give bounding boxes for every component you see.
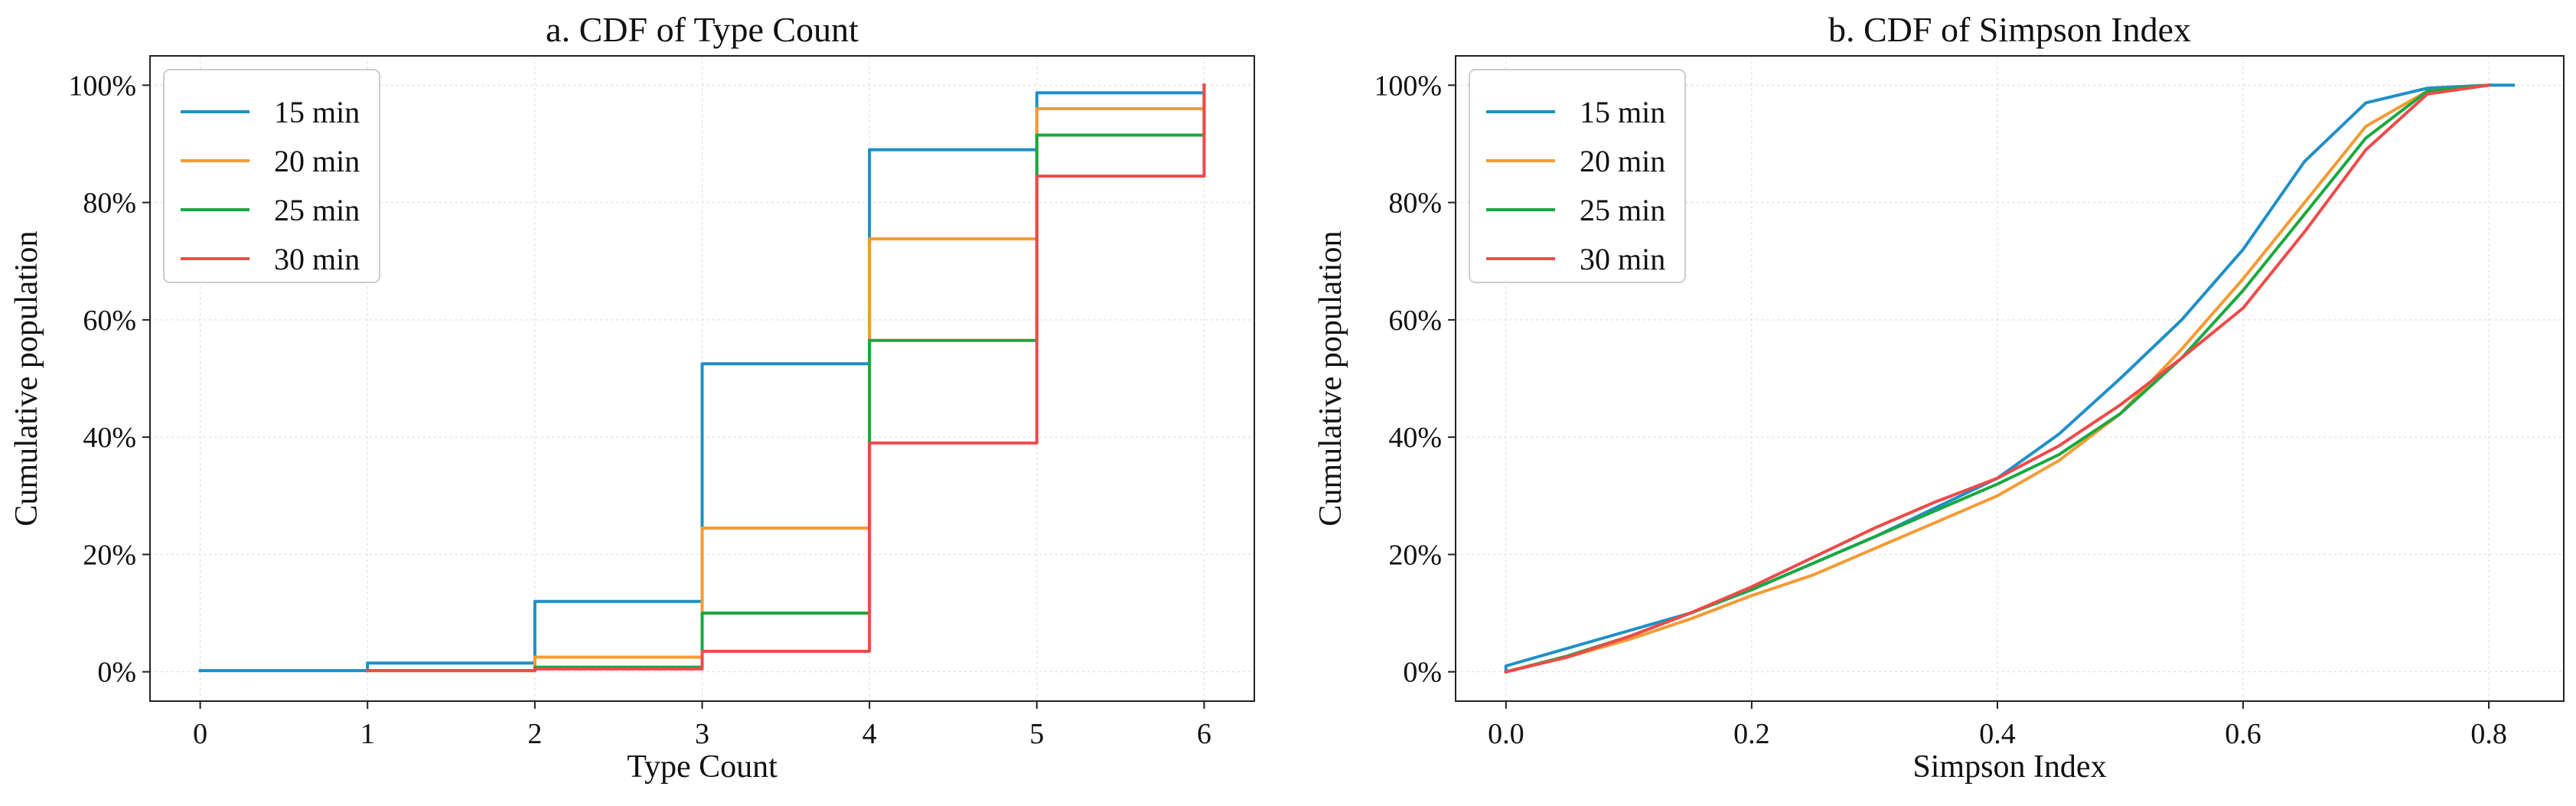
series-group [198,83,1206,673]
x-tick-label: 2 [527,718,542,750]
series-line-30-min [366,83,1206,673]
x-axis-label: Simpson Index [1912,749,2106,785]
y-tick-label: 60% [83,305,136,337]
legend-label-25-min: 25 min [1580,193,1665,227]
legend-label-15-min: 15 min [1580,95,1665,129]
legend-label-20-min: 20 min [1580,144,1665,178]
y-tick-label: 60% [1388,305,1442,337]
chart-title: a. CDF of Type Count [546,10,859,49]
y-axis: 0% 20% 40% 60% 80% 100% [1374,70,1456,689]
series-line-20-min [366,83,1206,673]
x-tick-label: 5 [1029,718,1044,750]
legend-label-15-min: 15 min [274,95,360,129]
legend-box [163,69,380,283]
x-tick-label: 3 [695,718,709,750]
x-tick-label: 0.4 [1979,718,2016,750]
plot-frame [1455,55,2565,702]
x-tick-label: 6 [1197,718,1211,750]
chart-title: b. CDF of Simpson Index [1828,10,2191,49]
series-line-20-min [1504,83,2491,674]
y-tick-label: 0% [1403,657,1442,689]
x-tick-label: 4 [862,718,877,750]
y-tick-label: 80% [1388,188,1442,220]
y-tick-label: 80% [83,188,136,220]
series-line-15-min [198,83,1206,673]
y-tick-label: 0% [97,657,136,689]
legend-box [1469,69,1686,283]
y-axis: 0% 20% 40% 60% 80% 100% [68,70,150,689]
legend: 15 min 20 min 25 min 30 min [1469,69,1686,283]
legend-label-20-min: 20 min [274,144,360,178]
legend-label-30-min: 30 min [274,242,360,276]
grid [1456,56,2564,701]
y-tick-label: 20% [1388,539,1442,571]
y-axis-label: Cumulative population [9,230,44,526]
y-tick-label: 40% [1388,422,1442,454]
series-line-25-min [366,83,1206,673]
x-tick-label: 0.8 [2470,718,2507,750]
panel-type-count: 0 1 2 3 4 5 60%20%40%60%80%100%a. CDF of Type … [9,10,1255,785]
x-axis: 0 1 2 3 4 5 6 [193,701,1211,750]
series-line-30-min [1504,83,2491,674]
x-tick-label: 0 [193,718,207,750]
legend-label-25-min: 25 min [274,193,360,227]
y-tick-label: 20% [83,539,136,571]
y-tick-label: 40% [83,422,136,454]
x-tick-label: 0.6 [2225,718,2261,750]
panel-simpson-index: 0.0 0.2 0.4 0.6 0.8 0% 20% 40% 60% 80% 100% b. CDF … [1313,10,2565,785]
y-axis-label: Cumulative population [1313,230,1348,526]
x-axis: 0.0 0.2 0.4 0.6 0.8 [1488,701,2507,750]
y-tick-label: 100% [68,70,136,102]
legend: 15 min 20 min 25 min 30 min [163,69,380,283]
x-axis-label: Type Count [627,749,778,785]
x-tick-label: 0.0 [1488,718,1524,750]
y-tick-label: 100% [1374,70,1442,102]
x-tick-label: 1 [360,718,375,750]
legend-label-30-min: 30 min [1580,242,1665,276]
series-group [1504,83,2516,674]
x-tick-label: 0.2 [1733,718,1770,750]
